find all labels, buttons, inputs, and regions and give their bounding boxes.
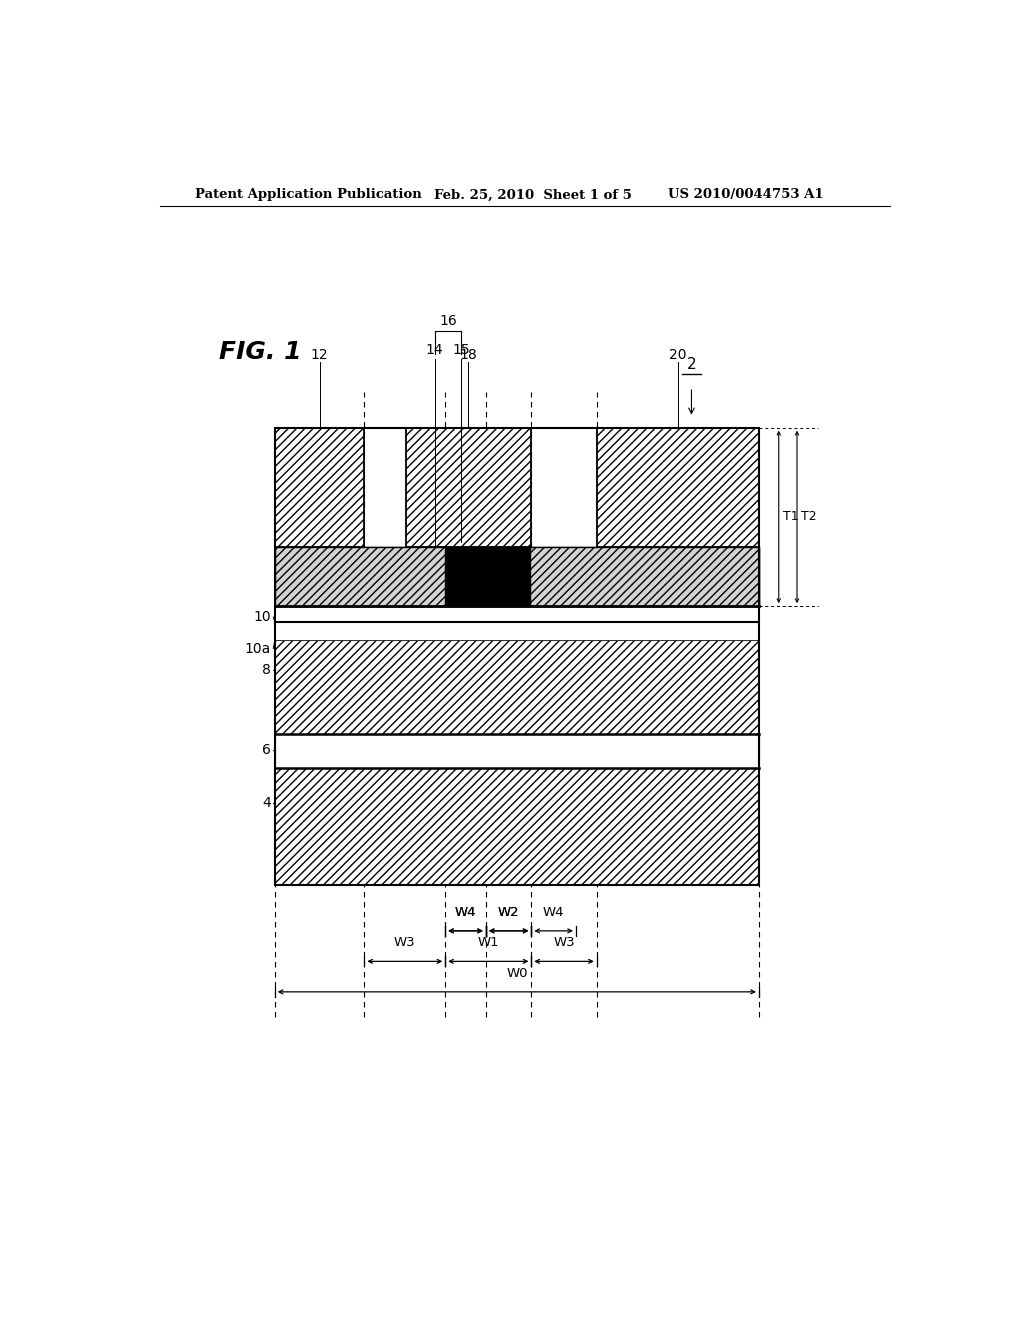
- Text: 18: 18: [460, 347, 477, 362]
- Bar: [274, 428, 759, 886]
- Bar: [274, 640, 759, 734]
- Bar: [445, 546, 531, 606]
- Bar: [274, 768, 759, 886]
- Text: W3: W3: [394, 936, 416, 949]
- Text: 2: 2: [687, 356, 696, 372]
- Text: FIG. 1: FIG. 1: [219, 339, 302, 363]
- Text: W1: W1: [477, 936, 499, 949]
- Text: W0: W0: [506, 966, 527, 979]
- Text: W2: W2: [498, 906, 519, 919]
- Bar: [274, 606, 759, 640]
- Text: 20: 20: [669, 347, 686, 362]
- Bar: [274, 428, 365, 546]
- Text: T1: T1: [782, 511, 799, 524]
- Bar: [406, 428, 531, 546]
- Text: Patent Application Publication: Patent Application Publication: [196, 189, 422, 202]
- Text: T2: T2: [801, 511, 816, 524]
- Text: Feb. 25, 2010  Sheet 1 of 5: Feb. 25, 2010 Sheet 1 of 5: [433, 189, 632, 202]
- Text: 10a: 10a: [245, 642, 270, 656]
- Text: W3: W3: [553, 936, 574, 949]
- Text: 4: 4: [262, 796, 270, 809]
- Bar: [274, 734, 759, 768]
- Bar: [274, 546, 759, 606]
- Text: 6: 6: [262, 743, 270, 758]
- Bar: [274, 546, 759, 606]
- Bar: [274, 546, 759, 606]
- Bar: [597, 428, 759, 546]
- Text: 10: 10: [253, 610, 270, 624]
- Text: W4: W4: [455, 906, 476, 919]
- Text: 14: 14: [426, 343, 443, 356]
- Text: 8: 8: [262, 663, 270, 677]
- Text: 16: 16: [439, 314, 457, 329]
- Text: W2: W2: [498, 906, 519, 919]
- Text: 15: 15: [453, 343, 470, 356]
- Text: W4: W4: [543, 906, 564, 919]
- Text: US 2010/0044753 A1: US 2010/0044753 A1: [668, 189, 823, 202]
- Text: W4: W4: [455, 906, 476, 919]
- Text: 12: 12: [310, 347, 329, 362]
